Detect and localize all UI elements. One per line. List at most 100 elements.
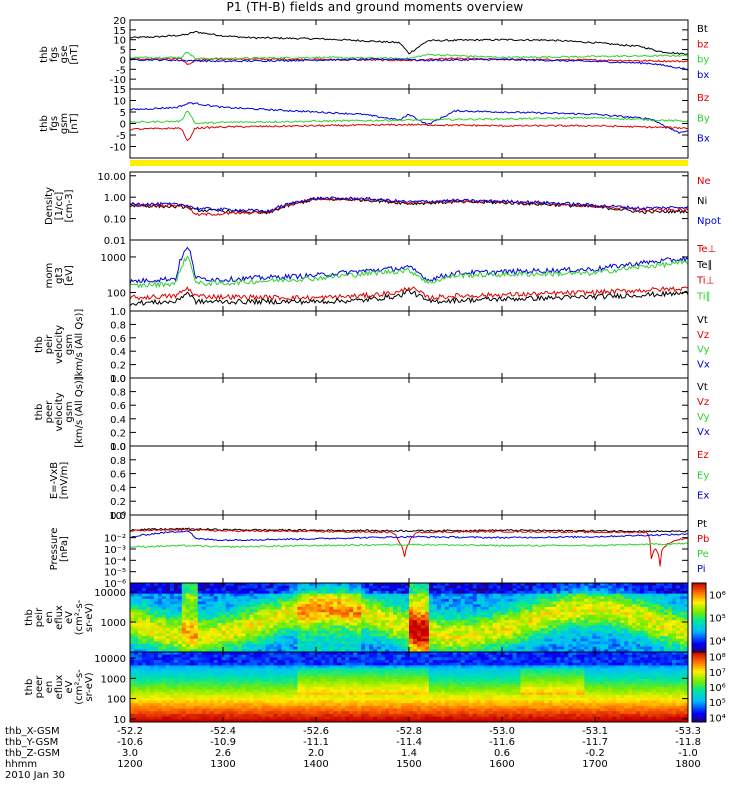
axis-row-value: -11.1	[303, 737, 329, 748]
panel-density: 0.01 0.10 1.00 10.00 Density [1/cc] [cm-3] Ne Ni…	[44, 171, 721, 247]
y-tick-label: 100	[107, 288, 126, 299]
colorbar-tick-label: 10⁵	[709, 698, 726, 709]
y-tick-label: 1.0	[110, 307, 126, 318]
y-tick-label: 0.8	[110, 388, 126, 399]
axis-row-value: 1.4	[401, 748, 417, 759]
y-axis-label: peir	[34, 607, 45, 627]
y-axis-label: [eV]	[64, 265, 75, 286]
colorbar-tick-label: 10⁵	[709, 614, 726, 625]
axis-row-value: -11.6	[489, 737, 515, 748]
panel-frame	[129, 310, 689, 379]
series-line-by	[130, 51, 688, 60]
y-axis-label: [cm-3]	[64, 189, 75, 222]
y-axis-label: eflux	[54, 675, 65, 700]
y-axis-label: thb	[39, 115, 50, 132]
y-axis-label: [km/s (All Qs)]	[74, 309, 85, 381]
axis-row-value: -52.4	[210, 726, 236, 737]
axis-row-value: -0.2	[585, 748, 605, 759]
axis-row-label: thb_Z-GSM	[5, 748, 60, 759]
y-axis-label: thb	[34, 336, 45, 353]
y-tick-label: 100	[107, 695, 126, 706]
y-tick-label: 0.6	[110, 401, 126, 412]
colorbar-tick-label: 10⁶	[709, 591, 726, 602]
y-tick-label: 5	[120, 46, 126, 57]
axis-row-value: -11.4	[396, 737, 422, 748]
y-axis-label: gsm	[64, 334, 75, 355]
y-axis-label: en	[44, 611, 55, 624]
series-line-By	[130, 110, 688, 125]
y-axis-label: en	[44, 681, 55, 694]
axis-row-value: -11.7	[582, 737, 608, 748]
panel-efield: 0.0 0.2 0.4 0.6 0.8 1.0 E=-VxB [mV/m] Ez Ey Ex	[49, 442, 709, 522]
legend-label-fgs_gse: Bt	[697, 24, 708, 35]
legend-label-fgs_gse: bx	[697, 70, 709, 81]
y-tick-label: 1.0	[110, 442, 126, 453]
axis-row-value: 1200	[117, 759, 142, 770]
axis-row-value: -52.6	[303, 726, 329, 737]
y-tick-label: 5	[120, 108, 126, 119]
legend-label-fgs_gsm: By	[697, 113, 710, 124]
y-tick-label: 10⁻²	[104, 534, 126, 545]
legend-label-temperature: Ti∥	[696, 291, 711, 302]
y-tick-label: 10⁻⁵	[104, 568, 126, 579]
series-line-Ni	[130, 197, 688, 215]
y-tick-label: 1.00	[104, 193, 126, 204]
legend-label-pressure: Pe	[697, 549, 709, 560]
legend-label-peer_vel: Vx	[697, 427, 710, 438]
y-tick-label: 0.6	[110, 334, 126, 345]
axis-row-value: -10.6	[117, 737, 143, 748]
y-axis-label: mom	[44, 263, 55, 289]
y-tick-label: 20	[113, 16, 126, 27]
y-axis-label: [nT]	[69, 113, 80, 133]
y-axis-label: [km/s (All Qs)]	[74, 376, 85, 448]
y-tick-label: 0.8	[110, 320, 126, 331]
legend-label-temperature: Te⊥	[696, 244, 716, 255]
y-axis-label: [nT]	[69, 44, 80, 64]
panel-frame	[129, 445, 689, 516]
panel-frame	[129, 171, 689, 241]
legend-label-peer_vel: Vy	[697, 412, 710, 423]
y-axis-label: eV	[64, 680, 75, 693]
axis-row-value: -52.8	[396, 726, 422, 737]
y-axis-label: sr-eV)	[84, 603, 95, 632]
colorbar-tick-label: 10⁴	[709, 637, 726, 648]
axis-row-value: 1300	[210, 759, 235, 770]
y-axis-label: gt3	[54, 267, 65, 284]
y-tick-label: 0	[120, 55, 126, 66]
legend-label-pressure: Pi	[697, 564, 706, 575]
colorbar-peer_spec: 10⁴ 10⁵ 10⁶ 10⁷ 10⁸	[691, 651, 726, 724]
y-tick-label: 10⁰	[109, 511, 126, 522]
panel-peir_vel: 0.0 0.2 0.4 0.6 0.8 1.0 thb peir velocity gsm [km/…	[34, 307, 710, 385]
axis-row-value: 3.0	[122, 748, 138, 759]
axis-row-label: hhmm	[5, 759, 37, 770]
series-group-fgs_gsm	[130, 102, 688, 142]
series-group-fgs_gse	[130, 30, 688, 71]
series-line-Npot	[130, 196, 688, 213]
colorbar-tick-label: 10⁴	[709, 713, 726, 724]
figure-title: P1 (TH-B) fields and ground moments over…	[226, 0, 524, 14]
y-tick-label: 0.4	[110, 347, 126, 358]
y-tick-label: 10000	[94, 654, 126, 665]
panel-frame	[129, 239, 689, 312]
legend-label-temperature: Te∥	[696, 260, 713, 271]
axis-row-value: 2.0	[308, 748, 324, 759]
axis-row-value: 0.6	[494, 748, 510, 759]
series-line-Pi	[130, 530, 688, 542]
y-tick-label: 10000	[94, 588, 126, 599]
legend-label-efield: Ex	[697, 491, 709, 502]
y-tick-label: 0.4	[110, 415, 126, 426]
y-axis-label: fgs	[49, 116, 60, 131]
legend-label-peer_vel: Vt	[697, 382, 708, 393]
legend-label-fgs_gsm: Bz	[697, 93, 709, 104]
axis-row-value: -53.1	[582, 726, 608, 737]
y-tick-label: 0.10	[104, 215, 126, 226]
axis-row-value: -11.8	[675, 737, 701, 748]
y-tick-label: 0.6	[110, 470, 126, 481]
axis-row-value: -53.0	[489, 726, 515, 737]
spectrogram-peer_spec	[130, 652, 688, 722]
y-tick-label: 10⁻⁶	[104, 579, 126, 590]
axis-row-value: 2.6	[215, 748, 231, 759]
